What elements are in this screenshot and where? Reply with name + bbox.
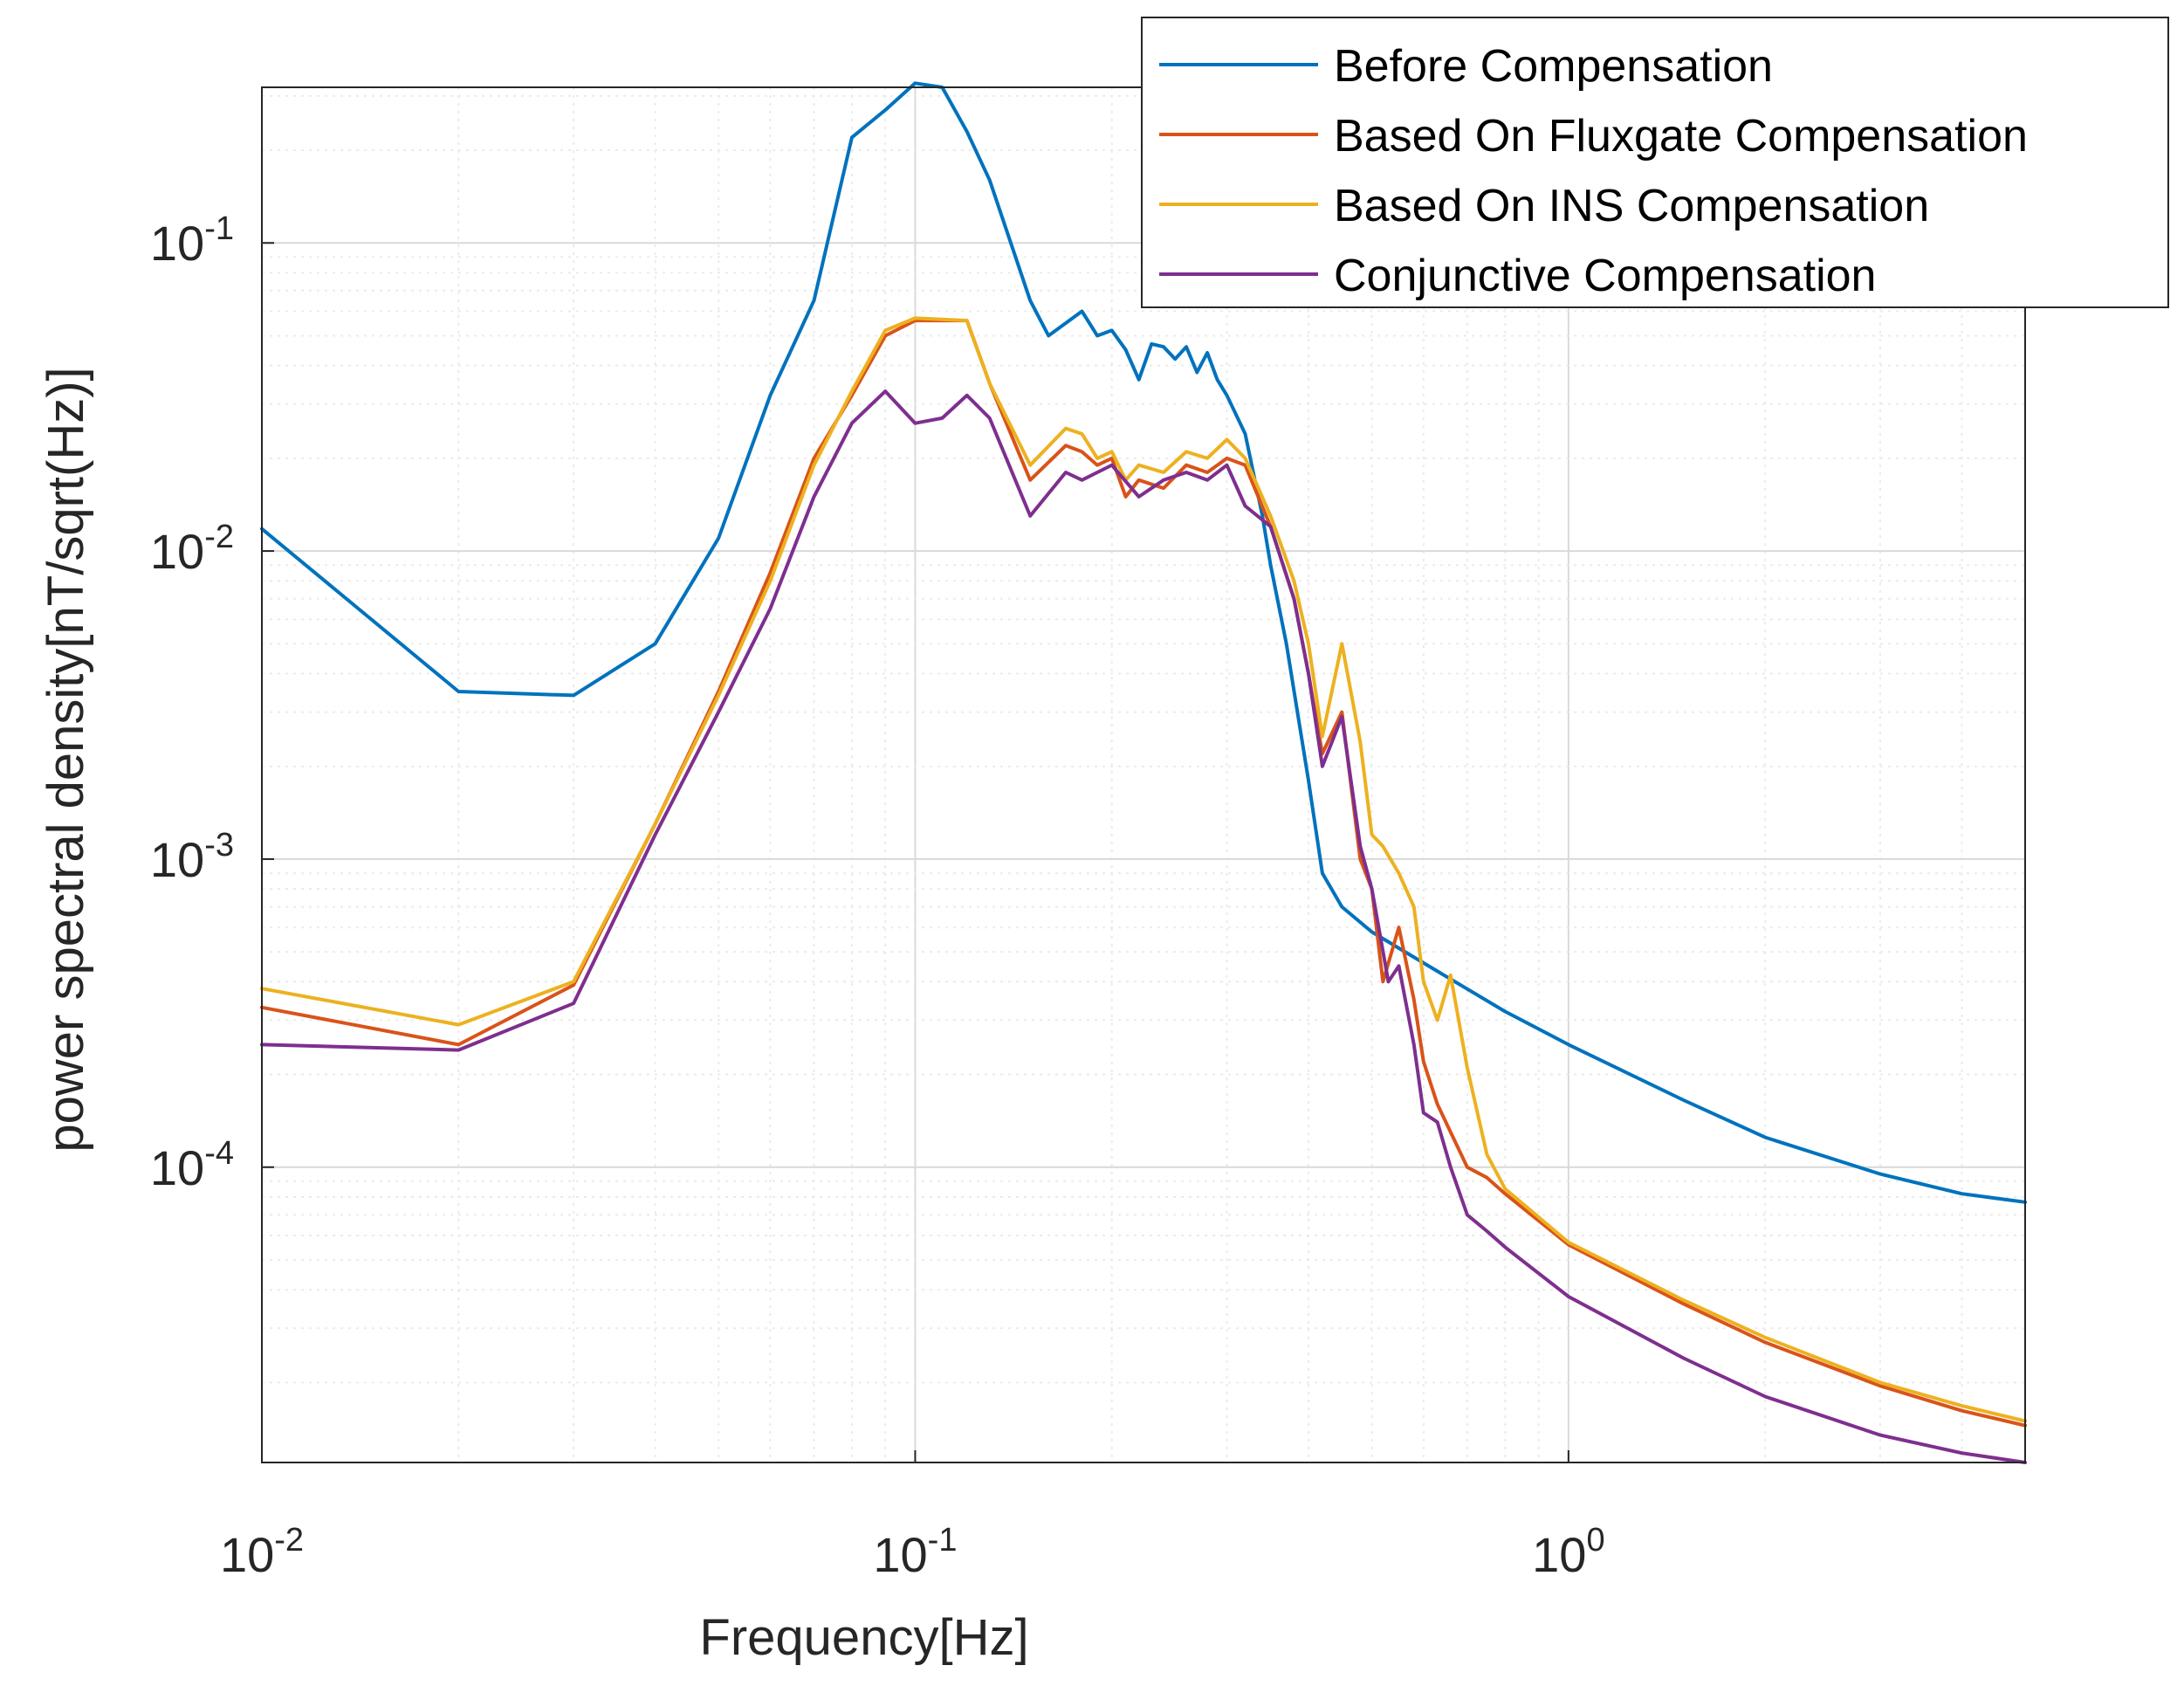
series-line-2 [260, 319, 2027, 1428]
plot-area [262, 87, 2025, 1462]
y-axis-ticks: 10-4 10-3 10-2 10-1 [150, 210, 274, 1195]
plot-series [260, 81, 2027, 1464]
x-axis-ticks: 10-2 10-1 100 [220, 1450, 1605, 1582]
legend: Before Compensation Based On Fluxgate Com… [1141, 17, 2169, 308]
legend-entry-label: Conjunctive Compensation [1334, 251, 1876, 301]
series-line-3 [260, 316, 2027, 1423]
x-tick-label: 10-2 [220, 1522, 304, 1582]
y-tick-label: 10-4 [150, 1135, 234, 1195]
series-line-1 [260, 81, 2027, 1204]
legend-entry-label: Based On INS Compensation [1334, 181, 1929, 231]
x-tick-label: 10-1 [873, 1522, 957, 1582]
y-tick-label: 10-1 [150, 210, 234, 271]
legend-entry-label: Before Compensation [1334, 41, 1773, 92]
y-tick-label: 10-3 [150, 827, 234, 887]
series-line-4 [260, 389, 2027, 1464]
y-axis-label: power spectral density[nT/sqrt(Hz)] [38, 367, 94, 1152]
x-tick-label: 100 [1532, 1522, 1604, 1582]
y-tick-label: 10-2 [150, 519, 234, 579]
x-axis-label: Frequency[Hz] [699, 1609, 1028, 1666]
legend-entry-label: Based On Fluxgate Compensation [1334, 111, 2028, 162]
